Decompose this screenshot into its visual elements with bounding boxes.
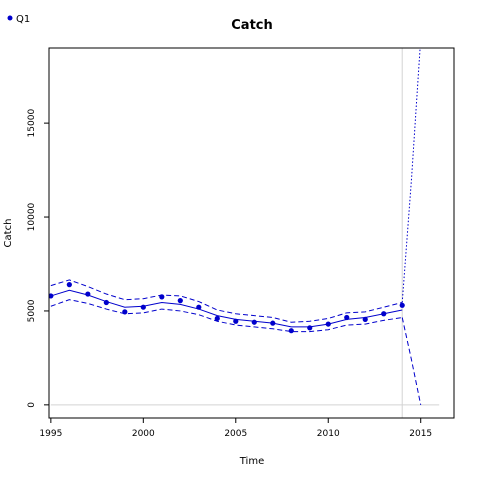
x-tick-label-1995: 1995	[39, 429, 62, 439]
data-point-q1-2006	[251, 319, 257, 325]
series-line-forecast-lower	[401, 317, 422, 405]
data-point-q1-2004	[214, 315, 220, 322]
x-tick-label-2005: 2005	[224, 429, 247, 439]
data-point-q1-2002	[177, 298, 183, 304]
y-tick-label-15000: 15000	[27, 109, 37, 138]
x-axis-title: Time	[239, 456, 264, 467]
plot-area	[49, 48, 440, 418]
plot-frame	[48, 47, 455, 419]
legend-label-q1: Q1	[16, 14, 30, 25]
data-point-q1-2000	[140, 304, 146, 310]
x-tick-label-2000: 2000	[132, 429, 155, 439]
y-tick-label-10000: 10000	[27, 202, 37, 231]
data-point-q1-1996	[66, 282, 72, 288]
legend-marker-q1	[7, 15, 13, 21]
data-point-q1-2008	[288, 328, 294, 334]
y-tick-label-0: 0	[27, 402, 37, 408]
x-axis: 1995 2000 2005 2010 2015	[39, 418, 432, 439]
series-line-fit	[50, 289, 403, 328]
series-line-forecast-upper	[401, 48, 421, 303]
chart-title: Catch	[231, 18, 273, 33]
data-point-q1-2014	[399, 302, 405, 308]
y-axis-title: Catch	[3, 219, 14, 248]
data-point-q1-2009	[307, 325, 313, 331]
legend: Q1	[7, 14, 30, 25]
x-tick-label-2015: 2015	[409, 429, 432, 439]
y-tick-label-5000: 5000	[27, 299, 37, 322]
series-line-lower-bound	[50, 299, 403, 333]
y-axis: 0 5000 10000 15000	[27, 109, 49, 408]
x-tick-label-2010: 2010	[317, 429, 340, 439]
